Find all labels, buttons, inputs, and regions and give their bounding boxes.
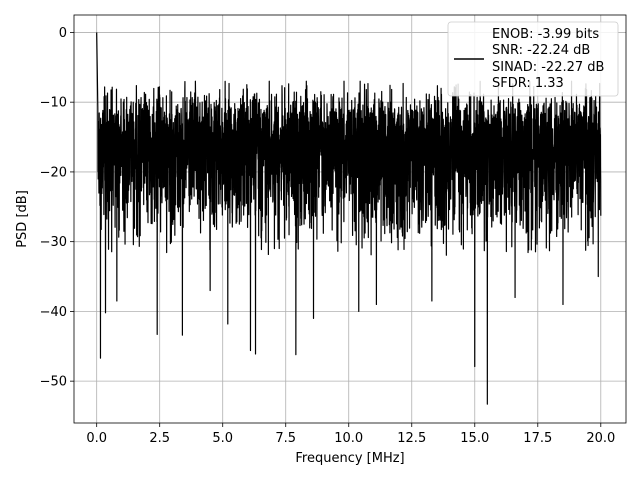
x-axis-label: Frequency [MHz] bbox=[295, 451, 404, 466]
x-tick-label: 20.0 bbox=[586, 431, 615, 446]
y-tick-label: −20 bbox=[40, 165, 67, 180]
y-tick-label: −50 bbox=[40, 375, 67, 390]
legend-enob: ENOB: -3.99 bits bbox=[492, 27, 599, 42]
x-tick-label: 12.5 bbox=[397, 431, 426, 446]
legend-snr: SNR: -22.24 dB bbox=[492, 43, 590, 58]
x-axis-ticks: 0.0 2.5 5.0 7.5 10.0 12.5 15.0 17.5 20.0 bbox=[86, 423, 615, 446]
x-tick-label: 17.5 bbox=[523, 431, 552, 446]
axes-frame bbox=[73, 14, 627, 424]
y-axis-label: PSD [dB] bbox=[15, 190, 30, 248]
y-tick-label: −30 bbox=[40, 235, 67, 250]
y-tick-label: −40 bbox=[40, 305, 67, 320]
y-tick-label: −10 bbox=[40, 96, 67, 111]
legend-box bbox=[447, 21, 619, 97]
x-tick-label: 7.5 bbox=[275, 431, 296, 446]
legend-sinad: SINAD: -22.27 dB bbox=[492, 60, 604, 75]
y-axis-ticks: 0 −10 −20 −30 −40 −50 bbox=[40, 26, 74, 390]
legend: ENOB: -3.99 bits SNR: -22.24 dB SINAD: -… bbox=[447, 21, 619, 97]
plot-area bbox=[96, 32, 602, 405]
x-tick-label: 2.5 bbox=[149, 431, 170, 446]
y-tick-label: 0 bbox=[59, 26, 67, 41]
x-tick-label: 15.0 bbox=[460, 431, 489, 446]
x-tick-label: 5.0 bbox=[212, 431, 233, 446]
psd-trace bbox=[96, 32, 602, 405]
x-tick-label: 0.0 bbox=[86, 431, 107, 446]
x-tick-label: 10.0 bbox=[334, 431, 363, 446]
legend-sfdr: SFDR: 1.33 bbox=[492, 76, 564, 91]
